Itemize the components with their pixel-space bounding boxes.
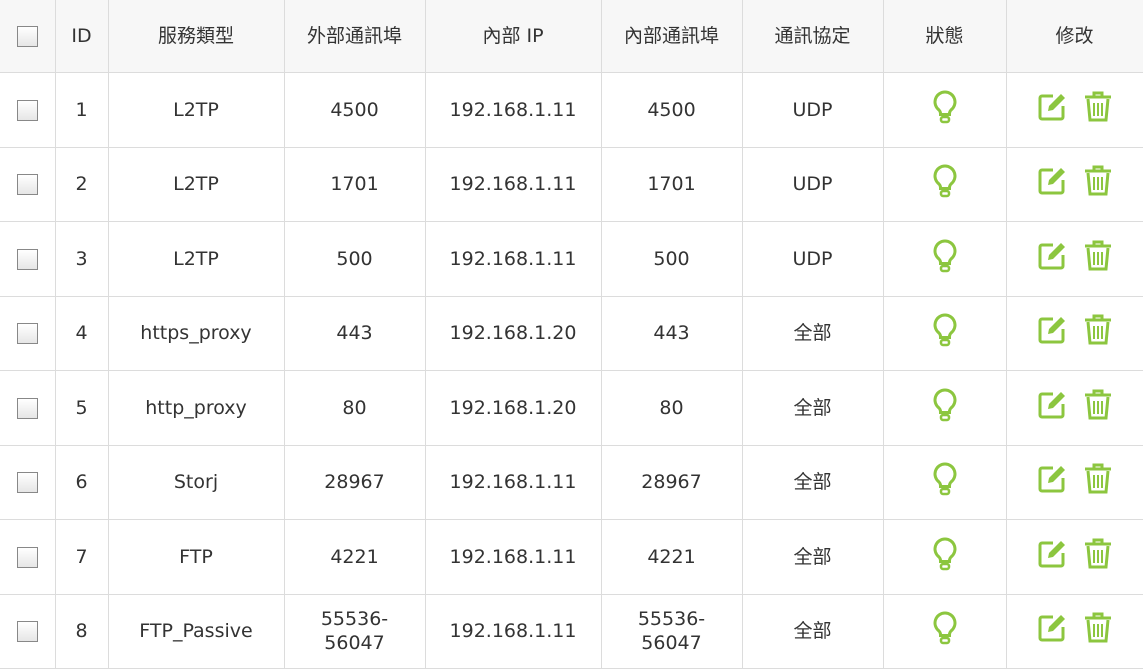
- trash-icon[interactable]: [1083, 165, 1113, 203]
- cell-int-port: 55536- 56047: [600, 593, 743, 669]
- row-checkbox[interactable]: [16, 472, 38, 494]
- header-row: ID 服務類型 外部通訊埠 內部 IP 內部通訊埠 通訊協定 狀態 修改: [0, 0, 1143, 73]
- cell-ext-port: 28967: [283, 444, 426, 520]
- cell-int-port: 4221: [600, 519, 743, 595]
- row-checkbox[interactable]: [16, 99, 38, 121]
- header-ext-port: 外部通訊埠: [283, 0, 426, 73]
- header-modify: 修改: [1005, 0, 1143, 73]
- header-service: 服務類型: [107, 0, 285, 73]
- cell-ext-port: 1701: [283, 146, 426, 222]
- trash-icon[interactable]: [1083, 612, 1113, 650]
- trash-icon[interactable]: [1083, 463, 1113, 501]
- cell-protocol: 全部: [741, 593, 884, 669]
- cell-id: 1: [54, 72, 109, 148]
- lightbulb-icon[interactable]: [931, 536, 959, 578]
- cell-int-ip: 192.168.1.11: [424, 444, 602, 520]
- cell-id: 8: [54, 593, 109, 669]
- cell-id: 2: [54, 146, 109, 222]
- row-checkbox[interactable]: [16, 621, 38, 643]
- cell-service: Storj: [107, 444, 285, 520]
- lightbulb-icon[interactable]: [931, 312, 959, 354]
- lightbulb-icon[interactable]: [931, 387, 959, 429]
- trash-icon[interactable]: [1083, 389, 1113, 427]
- header-protocol: 通訊協定: [741, 0, 884, 73]
- cell-ext-port: 4500: [283, 72, 426, 148]
- table-row: 1 L2TP 4500 192.168.1.11 4500 UDP: [0, 72, 1143, 148]
- row-checkbox[interactable]: [16, 248, 38, 270]
- cell-int-ip: 192.168.1.20: [424, 295, 602, 371]
- lightbulb-icon[interactable]: [931, 610, 959, 652]
- lightbulb-icon[interactable]: [931, 89, 959, 131]
- cell-ext-port: 500: [283, 221, 426, 297]
- header-int-ip: 內部 IP: [424, 0, 602, 73]
- cell-service: FTP_Passive: [107, 593, 285, 669]
- lightbulb-icon[interactable]: [931, 163, 959, 205]
- cell-int-ip: 192.168.1.11: [424, 221, 602, 297]
- cell-int-ip: 192.168.1.11: [424, 72, 602, 148]
- cell-int-ip: 192.168.1.20: [424, 370, 602, 446]
- edit-icon[interactable]: [1037, 539, 1067, 575]
- row-checkbox[interactable]: [16, 546, 38, 568]
- header-status: 狀態: [882, 0, 1007, 73]
- cell-protocol: UDP: [741, 72, 884, 148]
- trash-icon[interactable]: [1083, 314, 1113, 352]
- cell-int-ip: 192.168.1.11: [424, 519, 602, 595]
- lightbulb-icon[interactable]: [931, 461, 959, 503]
- cell-protocol: UDP: [741, 146, 884, 222]
- cell-id: 3: [54, 221, 109, 297]
- cell-service: http_proxy: [107, 370, 285, 446]
- table-row: 3 L2TP 500 192.168.1.11 500 UDP: [0, 221, 1143, 297]
- table-row: 6 Storj 28967 192.168.1.11 28967 全部: [0, 444, 1143, 520]
- select-all-checkbox[interactable]: [16, 26, 38, 47]
- cell-service: L2TP: [107, 72, 285, 148]
- cell-service: https_proxy: [107, 295, 285, 371]
- trash-icon[interactable]: [1083, 240, 1113, 278]
- cell-ext-port: 443: [283, 295, 426, 371]
- cell-protocol: UDP: [741, 221, 884, 297]
- cell-protocol: 全部: [741, 295, 884, 371]
- table-row: 8 FTP_Passive 55536- 56047 192.168.1.11 …: [0, 593, 1143, 669]
- cell-int-port: 443: [600, 295, 743, 371]
- cell-protocol: 全部: [741, 444, 884, 520]
- header-int-port: 內部通訊埠: [600, 0, 743, 73]
- table-row: 4 https_proxy 443 192.168.1.20 443 全部: [0, 295, 1143, 371]
- edit-icon[interactable]: [1037, 390, 1067, 426]
- row-checkbox[interactable]: [16, 397, 38, 419]
- header-id: ID: [54, 0, 109, 73]
- trash-icon[interactable]: [1083, 91, 1113, 129]
- cell-id: 5: [54, 370, 109, 446]
- cell-int-port: 4500: [600, 72, 743, 148]
- row-checkbox[interactable]: [16, 323, 38, 345]
- edit-icon[interactable]: [1037, 464, 1067, 500]
- cell-int-port: 28967: [600, 444, 743, 520]
- trash-icon[interactable]: [1083, 538, 1113, 576]
- cell-ext-port: 80: [283, 370, 426, 446]
- cell-ext-port: 4221: [283, 519, 426, 595]
- table-row: 5 http_proxy 80 192.168.1.20 80 全部: [0, 370, 1143, 446]
- edit-icon[interactable]: [1037, 241, 1067, 277]
- cell-int-ip: 192.168.1.11: [424, 146, 602, 222]
- cell-int-port: 1701: [600, 146, 743, 222]
- cell-int-port: 500: [600, 221, 743, 297]
- edit-icon[interactable]: [1037, 315, 1067, 351]
- cell-service: L2TP: [107, 146, 285, 222]
- cell-int-port: 80: [600, 370, 743, 446]
- cell-service: FTP: [107, 519, 285, 595]
- table-row: 2 L2TP 1701 192.168.1.11 1701 UDP: [0, 146, 1143, 222]
- edit-icon[interactable]: [1037, 92, 1067, 128]
- edit-icon[interactable]: [1037, 166, 1067, 202]
- cell-protocol: 全部: [741, 519, 884, 595]
- edit-icon[interactable]: [1037, 613, 1067, 649]
- lightbulb-icon[interactable]: [931, 238, 959, 280]
- table-row: 7 FTP 4221 192.168.1.11 4221 全部: [0, 519, 1143, 595]
- cell-id: 6: [54, 444, 109, 520]
- cell-id: 7: [54, 519, 109, 595]
- cell-id: 4: [54, 295, 109, 371]
- cell-protocol: 全部: [741, 370, 884, 446]
- cell-ext-port: 55536- 56047: [283, 593, 426, 669]
- cell-int-ip: 192.168.1.11: [424, 593, 602, 669]
- cell-service: L2TP: [107, 221, 285, 297]
- row-checkbox[interactable]: [16, 174, 38, 196]
